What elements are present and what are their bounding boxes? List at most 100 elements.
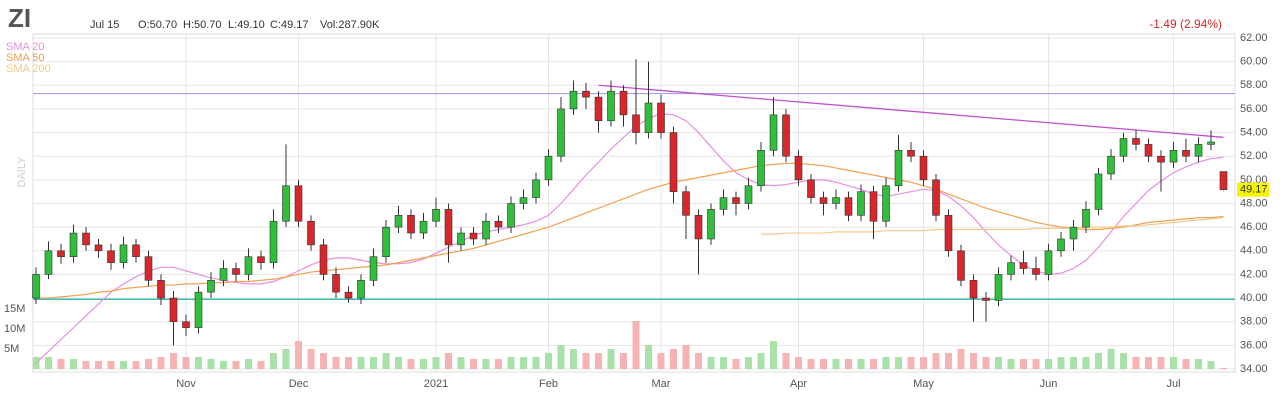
candle-body <box>619 90 628 116</box>
x-tick-label: Jul <box>1166 378 1180 390</box>
candle-body <box>44 250 53 275</box>
x-tick-label: Apr <box>790 378 807 390</box>
volume-bar <box>157 357 165 369</box>
volume-bar <box>45 357 52 369</box>
candle-body <box>382 226 390 257</box>
candle-body <box>82 232 90 246</box>
candle-body <box>1132 138 1140 145</box>
volume-bar <box>670 349 677 369</box>
candle-body <box>407 215 415 234</box>
candle-body <box>894 150 903 187</box>
candle-body <box>307 220 315 246</box>
candle-body <box>1007 262 1015 275</box>
volume-bar <box>307 349 315 369</box>
candle-body <box>94 244 103 252</box>
candle-body <box>757 150 765 187</box>
volume-bar <box>657 353 665 369</box>
candle-body <box>557 108 565 157</box>
volume-bar <box>770 341 777 369</box>
volume-bar <box>982 357 990 369</box>
candle-body <box>819 197 828 204</box>
x-tick-label: Jun <box>1040 378 1058 390</box>
candle-body <box>994 274 1003 301</box>
volume-bar <box>395 357 402 369</box>
volume-bar <box>270 353 277 369</box>
date: Jul 15 <box>90 19 119 31</box>
volume-bar <box>170 353 177 369</box>
volume-bar <box>120 361 127 369</box>
volume-bar <box>845 359 852 369</box>
candle-body <box>1082 209 1090 228</box>
volume-bar <box>932 353 940 369</box>
x-tick-label: Dec <box>289 378 309 390</box>
candle-body <box>219 268 228 281</box>
candle-body <box>132 244 140 257</box>
candle-body <box>419 220 428 234</box>
volume-bar <box>57 359 65 369</box>
volume-bar <box>220 361 227 369</box>
candle-body <box>1207 141 1215 145</box>
candle-body <box>944 215 953 252</box>
candle-body <box>682 191 690 216</box>
volume-bar <box>1145 357 1152 369</box>
volume-bar <box>345 357 352 369</box>
volume-bar <box>682 345 690 369</box>
volume-bar <box>570 349 577 369</box>
candle-body <box>169 297 178 323</box>
volume-bar <box>1107 349 1115 369</box>
y-tick-label: 48.00 <box>1240 197 1268 209</box>
volume-bar <box>82 361 90 369</box>
volume-bar <box>795 357 802 369</box>
candle-body <box>269 220 278 263</box>
y-tick-label: 44.00 <box>1240 245 1268 257</box>
volume-bar <box>545 353 552 369</box>
volume-bar <box>1045 359 1052 369</box>
candle-body <box>1194 144 1203 157</box>
candle-body <box>857 191 865 216</box>
candle-body <box>544 155 553 181</box>
x-tick-label: May <box>913 378 934 390</box>
volume-bar <box>107 361 115 369</box>
volume-bar <box>857 359 865 369</box>
candle-body <box>319 244 328 275</box>
volume-bar <box>607 349 615 369</box>
volume-bar <box>1095 353 1102 369</box>
candle-body <box>357 280 365 299</box>
volume-bar <box>1195 359 1202 369</box>
y-tick-label: 58.00 <box>1240 79 1268 91</box>
volume-bar <box>70 359 77 369</box>
price-tag-label: 49.17 <box>1240 184 1268 196</box>
volume-bar <box>532 357 540 369</box>
volume-bar <box>695 353 702 369</box>
candle-body <box>244 256 253 275</box>
candle-body <box>669 132 678 192</box>
volume-bar <box>145 359 152 369</box>
candle-body <box>769 114 778 151</box>
volume-bar <box>732 359 740 369</box>
candle-body <box>519 197 528 204</box>
close: C:49.17 <box>270 19 309 31</box>
candle-body <box>694 215 703 240</box>
legend-entry: SMA 20 <box>6 41 45 53</box>
candle-body <box>394 215 403 228</box>
candle-body <box>969 280 978 299</box>
candle-body <box>607 90 615 122</box>
y-tick-label: 34.00 <box>1240 363 1268 375</box>
candle-body <box>207 280 215 293</box>
volume-bar <box>882 357 890 369</box>
y-tick-label: 40.00 <box>1240 292 1268 304</box>
candle-body <box>1032 268 1040 275</box>
candle-body <box>1044 250 1053 275</box>
x-tick-label: Mar <box>652 378 671 390</box>
volume-bar <box>457 357 465 369</box>
volume-bar <box>1157 357 1165 369</box>
volume-bar <box>895 357 902 369</box>
high: H:50.70 <box>183 19 222 31</box>
volume-bar <box>582 353 590 369</box>
candle-body <box>719 197 728 210</box>
volume-bar <box>707 357 715 369</box>
candle-body <box>882 185 890 222</box>
volume-bar <box>420 359 427 369</box>
